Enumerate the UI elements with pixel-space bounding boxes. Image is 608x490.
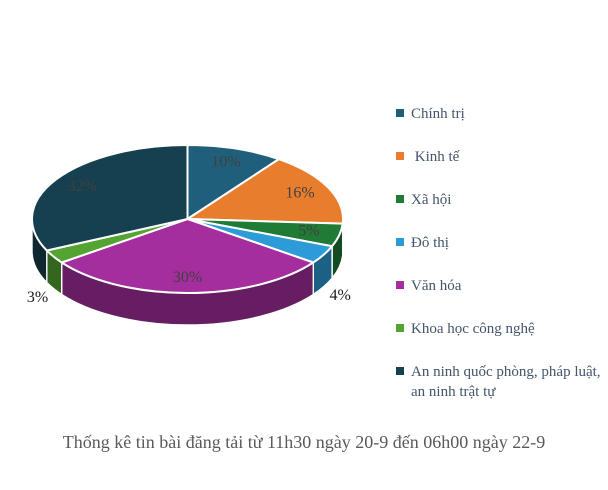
pie-slice [186, 144, 280, 220]
legend-swatch-icon [396, 109, 404, 117]
pie-slice [186, 158, 344, 225]
legend-label: Chính trị [411, 106, 465, 122]
pie-percent-label: 10% [211, 153, 240, 170]
legend-item: Khoa học công nghệ [396, 319, 601, 339]
legend-swatch-icon [396, 324, 404, 332]
legend: Chính trị Kinh tế Xã hội Đô thị Văn hóa … [396, 104, 601, 425]
legend-label: Kinh tế [411, 149, 460, 165]
legend-swatch-icon [396, 152, 404, 160]
legend-item: Kinh tế [396, 147, 601, 167]
pie-percent-label: 5% [298, 223, 319, 240]
legend-swatch-icon [396, 281, 404, 289]
legend-swatch-icon [396, 367, 404, 375]
chart-title: Thống kê tin bài đăng tải từ 11h30 ngày … [62, 432, 546, 452]
pie-percent-label: 16% [285, 184, 314, 201]
pie-slice [31, 144, 189, 252]
legend-swatch-icon [396, 195, 404, 203]
legend-label: Khoa học công nghệ [411, 321, 535, 337]
legend-label: Xã hội [411, 192, 452, 208]
pie-percent-label: 3% [27, 289, 48, 306]
legend-label: Văn hóa [411, 278, 462, 294]
pie-percent-label: 32% [68, 178, 97, 195]
legend-item: An ninh quốc phòng, pháp luật, an ninh t… [396, 362, 601, 402]
legend-item: Văn hóa [396, 276, 601, 296]
legend-label: Đô thị [411, 235, 449, 251]
legend-item: Đô thị [396, 233, 601, 253]
pie-slice [60, 218, 315, 294]
legend-item: Chính trị [396, 104, 601, 124]
pie-percent-label: 4% [329, 287, 350, 304]
legend-item: Xã hội [396, 190, 601, 210]
legend-label: An ninh quốc phòng, pháp luật, an ninh t… [411, 364, 605, 400]
legend-swatch-icon [396, 238, 404, 246]
pie-percent-label: 30% [173, 269, 202, 286]
